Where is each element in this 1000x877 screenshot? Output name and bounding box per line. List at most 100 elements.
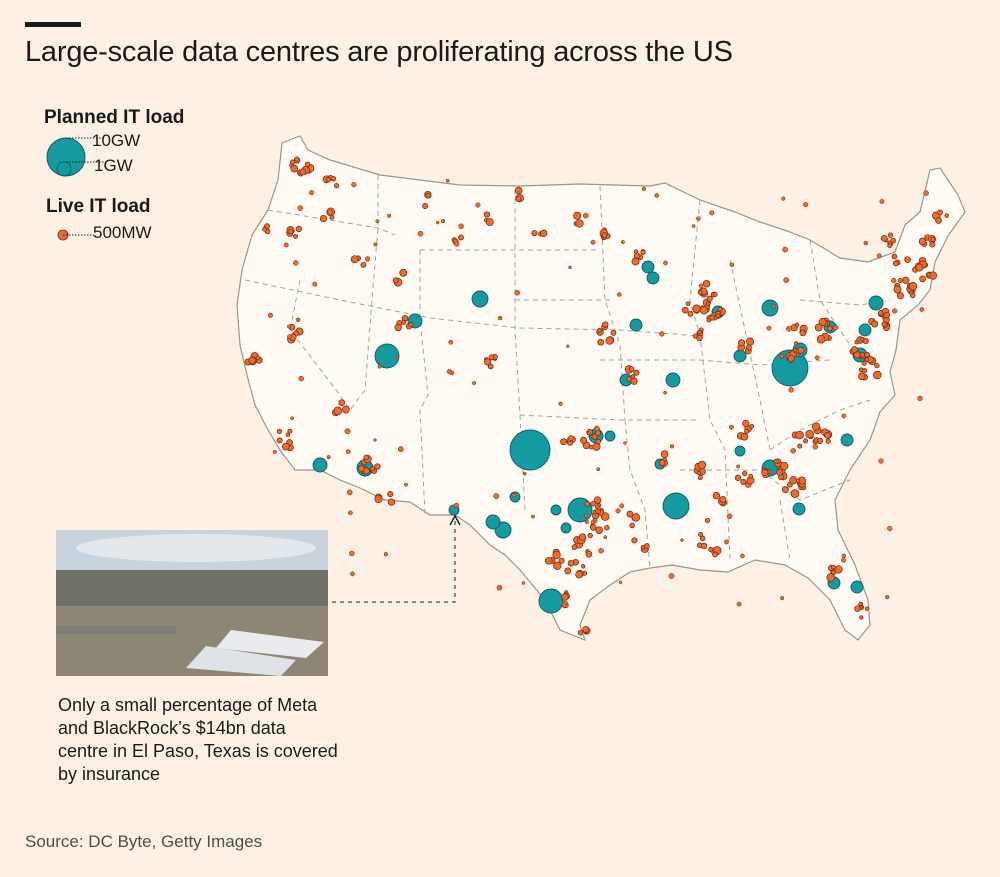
live-load-marker	[387, 491, 394, 498]
chart-title: Large-scale data centres are proliferati…	[25, 36, 733, 68]
live-load-marker	[736, 464, 741, 469]
live-load-marker	[370, 466, 376, 472]
live-load-marker	[595, 438, 601, 445]
live-load-marker	[746, 337, 755, 346]
live-load-marker	[592, 442, 601, 451]
live-load-marker	[585, 550, 593, 558]
live-load-marker	[584, 513, 589, 518]
live-load-marker	[408, 322, 414, 328]
live-load-marker	[862, 368, 868, 374]
live-load-marker	[797, 443, 803, 449]
live-load-marker	[858, 372, 866, 380]
live-load-marker	[590, 500, 596, 507]
live-load-marker	[295, 225, 302, 233]
live-load-marker	[709, 210, 715, 216]
data-centre-markers	[244, 156, 949, 636]
live-load-marker	[712, 551, 718, 558]
live-load-marker	[805, 429, 814, 439]
live-load-marker	[712, 492, 721, 500]
planned-load-marker	[550, 504, 562, 516]
live-load-marker	[773, 458, 779, 464]
live-load-marker	[458, 223, 464, 230]
live-load-marker	[309, 190, 315, 196]
live-load-marker	[794, 322, 800, 327]
live-load-marker	[918, 237, 927, 246]
planned-load-marker	[734, 445, 746, 457]
title-rule	[25, 22, 81, 27]
live-load-marker	[330, 176, 337, 182]
live-load-marker	[766, 325, 772, 331]
live-load-marker	[333, 182, 340, 189]
live-load-marker	[908, 282, 918, 291]
live-load-marker	[681, 306, 689, 314]
live-load-marker	[644, 543, 650, 549]
live-load-marker	[294, 156, 300, 162]
live-load-marker	[881, 321, 887, 327]
live-load-marker	[283, 242, 289, 248]
live-load-marker	[312, 281, 318, 287]
live-load-marker	[629, 522, 635, 529]
live-load-marker	[696, 216, 701, 221]
live-load-marker	[287, 334, 292, 340]
live-load-marker	[923, 190, 929, 196]
live-load-marker	[814, 323, 823, 332]
live-load-marker	[660, 450, 669, 458]
live-load-marker	[915, 263, 924, 272]
live-load-marker	[887, 243, 893, 249]
live-load-marker	[484, 358, 492, 366]
photo-building-1	[216, 630, 324, 658]
live-load-marker	[699, 306, 709, 315]
live-load-marker	[830, 564, 836, 570]
live-load-marker	[897, 277, 903, 284]
live-load-marker	[812, 443, 819, 450]
live-load-marker	[445, 178, 450, 183]
live-load-marker	[496, 584, 503, 591]
live-load-marker	[364, 256, 371, 262]
live-load-marker	[290, 416, 295, 421]
live-load-marker	[715, 313, 721, 319]
live-load-marker	[584, 501, 590, 507]
live-load-marker	[568, 435, 574, 441]
live-load-marker	[826, 325, 833, 332]
live-load-marker	[514, 289, 521, 296]
live-load-marker	[552, 550, 561, 560]
live-load-marker	[771, 304, 776, 309]
legend-live-circle-svg	[57, 229, 94, 241]
photo-pointer-arrow	[449, 514, 461, 526]
live-load-marker	[577, 629, 584, 636]
live-load-marker	[904, 256, 911, 263]
live-load-marker	[304, 161, 311, 167]
live-load-marker	[706, 295, 713, 302]
live-load-marker	[841, 413, 847, 419]
live-load-marker	[281, 442, 290, 451]
live-load-marker	[709, 314, 716, 321]
live-load-marker	[600, 512, 610, 521]
live-load-marker	[930, 237, 936, 242]
live-load-marker	[803, 438, 809, 444]
live-load-marker	[788, 387, 794, 393]
live-load-marker	[573, 211, 582, 220]
live-load-marker	[790, 448, 796, 454]
live-load-marker	[299, 168, 307, 176]
live-load-marker	[854, 605, 861, 612]
live-load-marker	[944, 213, 949, 218]
live-load-marker	[285, 432, 291, 437]
live-load-marker	[792, 347, 798, 353]
live-load-marker	[782, 246, 788, 253]
live-load-marker	[363, 454, 369, 461]
live-load-marker	[919, 275, 926, 283]
live-load-marker	[724, 539, 729, 545]
live-load-marker	[602, 321, 609, 328]
planned-load-marker	[646, 271, 660, 285]
live-load-marker	[377, 364, 382, 369]
live-load-marker	[887, 232, 894, 238]
live-load-marker	[696, 470, 702, 476]
live-load-marker	[374, 494, 383, 504]
live-load-marker	[620, 240, 625, 245]
live-load-marker	[877, 310, 884, 316]
live-load-marker	[717, 306, 723, 312]
live-load-marker	[387, 498, 396, 506]
live-load-marker	[297, 205, 304, 211]
live-load-marker	[530, 514, 535, 519]
live-load-marker	[601, 232, 608, 238]
